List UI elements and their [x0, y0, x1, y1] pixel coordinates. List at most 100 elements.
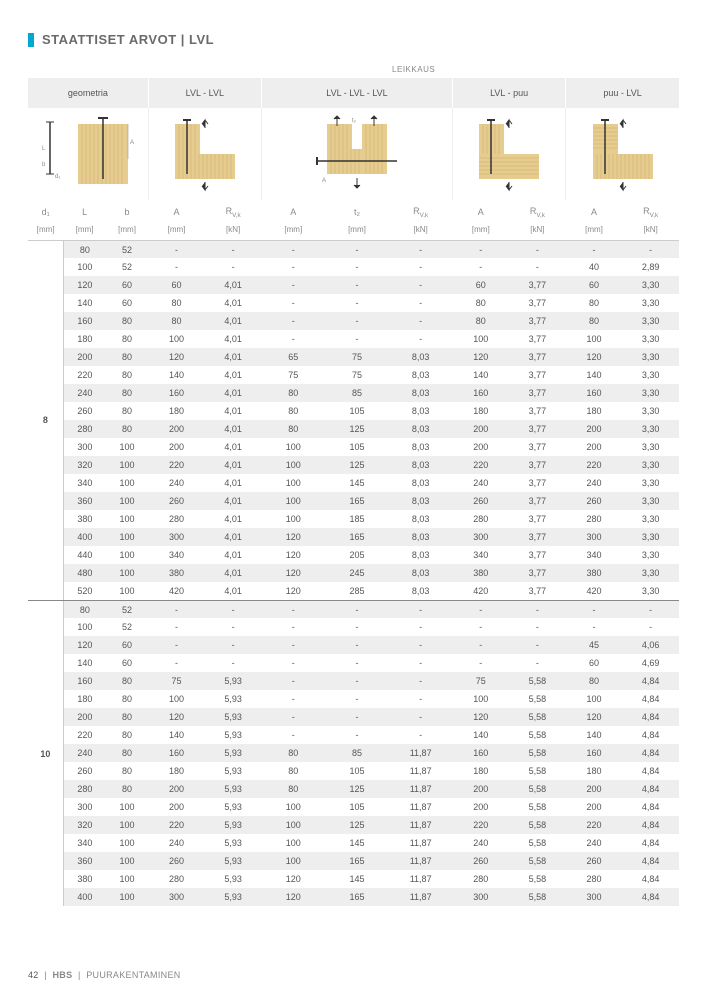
data-cell: - [389, 312, 453, 330]
data-cell: 3,30 [622, 510, 679, 528]
data-cell: - [566, 618, 623, 636]
data-cell: - [261, 330, 325, 348]
data-cell: 145 [325, 870, 389, 888]
table-row: 3001002005,9310010511,872005,582004,84 [28, 798, 679, 816]
data-cell: 5,58 [509, 744, 566, 762]
column-label: b [106, 200, 148, 222]
data-cell: 220 [63, 366, 105, 384]
data-cell: 3,77 [509, 312, 566, 330]
data-cell: - [261, 708, 325, 726]
data-cell: 200 [148, 438, 205, 456]
data-cell: 5,93 [205, 852, 262, 870]
column-group-row: geometriaLVL - LVLLVL - LVL - LVLLVL - p… [28, 78, 679, 108]
data-cell: 240 [566, 834, 623, 852]
d1-cell: 10 [28, 600, 63, 906]
data-cell: 100 [261, 834, 325, 852]
data-cell: - [325, 690, 389, 708]
data-cell: 285 [325, 582, 389, 600]
data-cell: 245 [325, 564, 389, 582]
column-label: L [63, 200, 105, 222]
table-row: 180801004,01---1003,771003,30 [28, 330, 679, 348]
table-row: 4001003004,011201658,033003,773003,30 [28, 528, 679, 546]
data-cell: 4,01 [205, 384, 262, 402]
data-cell: 3,30 [622, 294, 679, 312]
data-cell: 100 [106, 564, 148, 582]
data-cell: 260 [566, 852, 623, 870]
data-cell: 11,87 [389, 834, 453, 852]
data-cell: 240 [452, 474, 509, 492]
data-cell: 5,93 [205, 726, 262, 744]
data-cell: 4,01 [205, 492, 262, 510]
data-cell: 80 [452, 294, 509, 312]
data-cell: 120 [148, 708, 205, 726]
data-cell: 60 [566, 654, 623, 672]
data-cell: 185 [325, 510, 389, 528]
data-cell: 5,58 [509, 834, 566, 852]
data-cell: 2,89 [622, 258, 679, 276]
data-cell: - [452, 618, 509, 636]
data-cell: 260 [63, 762, 105, 780]
data-cell: 100 [106, 852, 148, 870]
data-cell: 80 [106, 762, 148, 780]
data-cell: - [389, 618, 453, 636]
data-cell: 220 [148, 816, 205, 834]
table-row: 260801804,01801058,031803,771803,30 [28, 402, 679, 420]
data-cell: 4,84 [622, 798, 679, 816]
data-cell: 80 [106, 384, 148, 402]
data-cell: - [325, 618, 389, 636]
data-cell: 380 [63, 510, 105, 528]
data-cell: - [205, 654, 262, 672]
data-cell: 125 [325, 420, 389, 438]
data-cell: 5,58 [509, 852, 566, 870]
column-unit: [mm] [261, 222, 325, 241]
data-cell: 105 [325, 438, 389, 456]
data-cell: 5,58 [509, 726, 566, 744]
data-cell: 60 [106, 636, 148, 654]
table-row: 240801605,93808511,871605,581604,84 [28, 744, 679, 762]
data-cell: 280 [452, 870, 509, 888]
data-cell: 160 [148, 384, 205, 402]
svg-text:b: b [42, 162, 46, 168]
data-cell: 205 [325, 546, 389, 564]
data-cell: 5,58 [509, 816, 566, 834]
data-cell: 160 [452, 384, 509, 402]
data-cell: - [622, 240, 679, 258]
data-cell: 5,93 [205, 762, 262, 780]
data-cell: 80 [106, 366, 148, 384]
data-cell: 8,03 [389, 564, 453, 582]
data-cell: 340 [452, 546, 509, 564]
data-cell: 3,30 [622, 546, 679, 564]
data-cell: 75 [148, 672, 205, 690]
data-cell: 3,77 [509, 438, 566, 456]
data-cell: - [261, 258, 325, 276]
data-cell: 260 [148, 492, 205, 510]
data-cell: 80 [106, 780, 148, 798]
data-cell: 420 [452, 582, 509, 600]
data-cell: 100 [261, 492, 325, 510]
data-cell: 3,77 [509, 294, 566, 312]
data-cell: 120 [566, 348, 623, 366]
data-cell: 4,84 [622, 708, 679, 726]
table-row: 260801805,938010511,871805,581804,84 [28, 762, 679, 780]
data-cell: 100 [106, 798, 148, 816]
data-cell: 4,84 [622, 834, 679, 852]
data-cell: 145 [325, 474, 389, 492]
data-cell: 11,87 [389, 852, 453, 870]
data-cell: - [389, 636, 453, 654]
data-cell: - [389, 708, 453, 726]
data-cell: 5,58 [509, 780, 566, 798]
data-cell: 80 [106, 348, 148, 366]
data-cell: - [325, 726, 389, 744]
data-cell: - [389, 600, 453, 618]
data-cell: 160 [63, 672, 105, 690]
data-cell: 3,30 [622, 456, 679, 474]
data-cell: 180 [566, 762, 623, 780]
data-cell: 4,01 [205, 510, 262, 528]
table-row: 3601002605,9310016511,872605,582604,84 [28, 852, 679, 870]
column-label: A [566, 200, 623, 222]
data-cell: 4,69 [622, 654, 679, 672]
data-cell: 80 [261, 384, 325, 402]
data-cell: 100 [452, 690, 509, 708]
data-cell: 3,77 [509, 582, 566, 600]
data-cell: 80 [106, 312, 148, 330]
